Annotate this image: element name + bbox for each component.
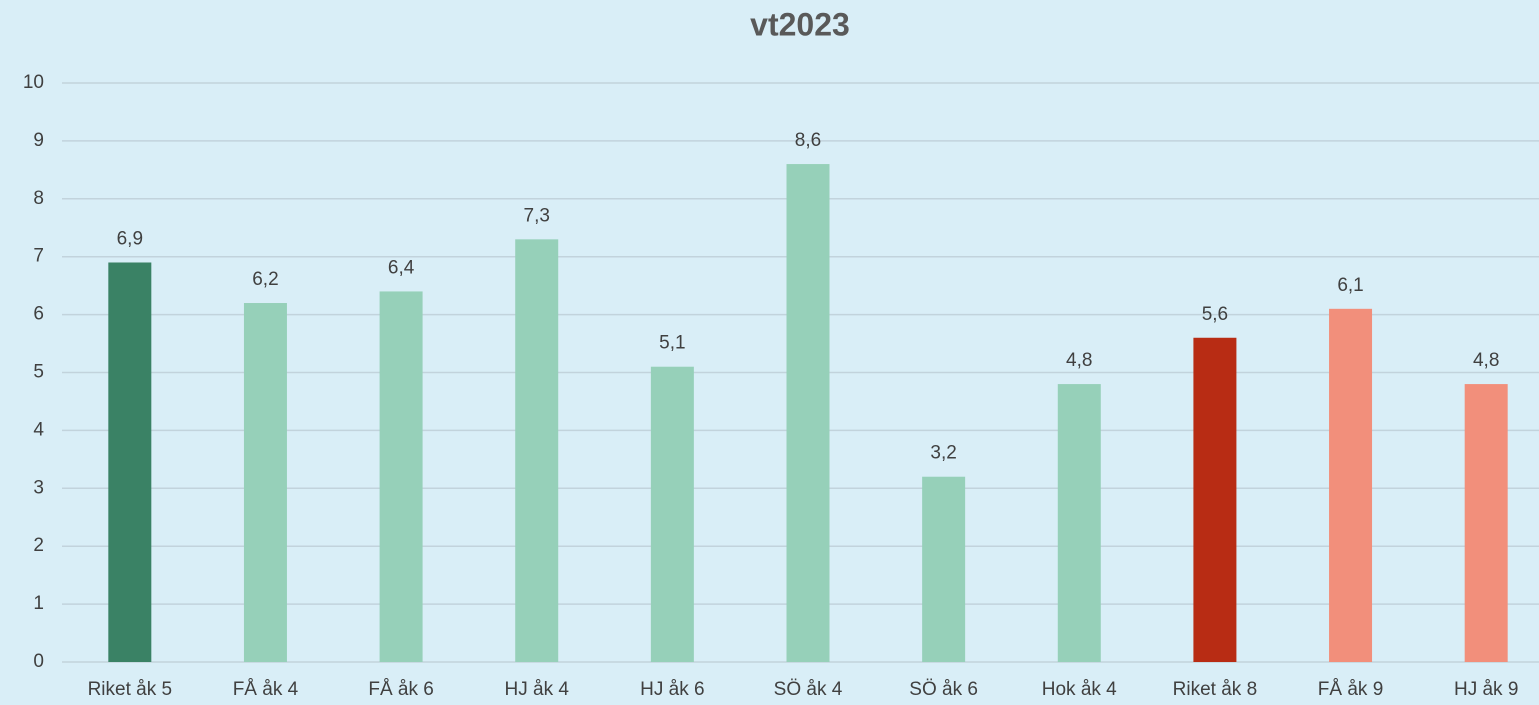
x-tick-label: SÖ åk 6 xyxy=(909,679,978,700)
data-label: 5,6 xyxy=(1202,304,1228,325)
bar xyxy=(379,291,423,662)
bar xyxy=(922,476,966,662)
bar xyxy=(1193,337,1237,662)
y-tick-label: 7 xyxy=(33,246,44,267)
bar xyxy=(1464,384,1508,662)
x-tick-label: Hok åk 4 xyxy=(1042,679,1117,700)
x-tick-label: FÅ åk 6 xyxy=(368,679,433,700)
data-label: 7,3 xyxy=(524,205,550,226)
x-tick-label: Riket åk 5 xyxy=(88,679,172,700)
x-tick-label: SÖ åk 4 xyxy=(774,679,843,700)
bar xyxy=(1057,384,1101,662)
data-label: 6,9 xyxy=(117,229,143,250)
y-tick-label: 5 xyxy=(33,362,44,383)
x-tick-label: HJ åk 4 xyxy=(505,679,570,700)
x-tick-label: FÅ åk 9 xyxy=(1318,679,1383,700)
bar xyxy=(650,366,694,662)
y-tick-label: 1 xyxy=(33,593,44,614)
bar xyxy=(515,239,559,662)
x-tick-label: HJ åk 9 xyxy=(1454,679,1518,700)
x-tick-label: FÅ åk 4 xyxy=(233,679,299,700)
x-tick-label: Riket åk 8 xyxy=(1173,679,1257,700)
bar xyxy=(243,303,287,662)
data-label: 4,8 xyxy=(1473,350,1499,371)
y-tick-label: 6 xyxy=(33,304,44,325)
y-tick-label: 8 xyxy=(33,188,44,209)
data-label: 6,4 xyxy=(388,257,415,278)
y-tick-label: 4 xyxy=(33,419,44,440)
data-label: 8,6 xyxy=(795,130,821,151)
y-tick-label: 9 xyxy=(33,130,44,151)
y-tick-label: 2 xyxy=(33,535,44,556)
y-tick-label: 0 xyxy=(33,651,44,672)
data-label: 4,8 xyxy=(1066,350,1092,371)
bar xyxy=(1329,308,1373,662)
bar xyxy=(786,164,830,662)
data-label: 3,2 xyxy=(930,443,956,464)
y-tick-label: 3 xyxy=(33,477,44,498)
bar xyxy=(108,262,152,662)
y-tick-label: 10 xyxy=(23,72,44,93)
data-label: 5,1 xyxy=(659,333,685,354)
data-label: 6,2 xyxy=(252,269,278,290)
x-tick-label: HJ åk 6 xyxy=(640,679,704,700)
data-label: 6,1 xyxy=(1337,275,1363,296)
chart-title: vt2023 xyxy=(750,6,850,42)
